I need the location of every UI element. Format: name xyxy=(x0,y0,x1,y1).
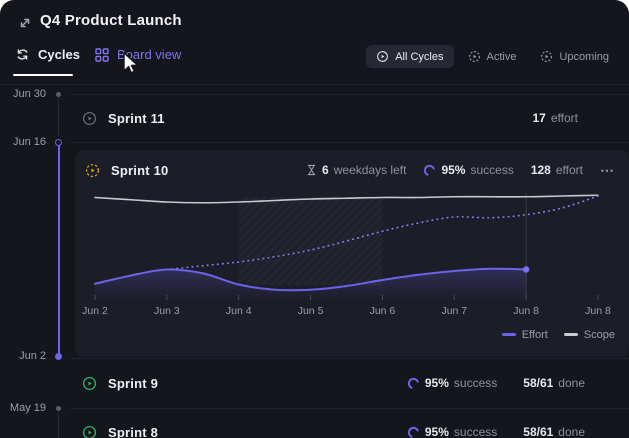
weekdays-label: weekdays left xyxy=(333,163,407,177)
board-grid-icon xyxy=(95,47,109,62)
row-divider xyxy=(70,408,629,409)
timeline-rail xyxy=(58,97,59,137)
tab-cycles[interactable]: Cycles xyxy=(15,47,80,62)
timeline-dot-gray xyxy=(56,91,61,97)
sprint-upcoming-icon xyxy=(82,111,97,125)
tab-board-view[interactable]: Board view xyxy=(95,47,181,62)
timeline-dot-purple xyxy=(55,352,62,360)
cycle-filters: All Cycles Active Upcoming xyxy=(366,45,619,68)
effort-label: effort xyxy=(555,163,583,177)
progress-arc-icon xyxy=(407,377,420,389)
row-divider xyxy=(70,94,629,95)
more-menu-icon[interactable]: ⋯ xyxy=(600,161,615,178)
effort-metric: 128 effort xyxy=(531,163,583,177)
sprint-10-header: Sprint 10 6 weekdays left 95% xyxy=(75,150,629,190)
svg-text:Jun 5: Jun 5 xyxy=(298,305,324,317)
header-divider xyxy=(0,84,629,85)
expand-icon[interactable] xyxy=(17,15,33,31)
svg-text:Jun 3: Jun 3 xyxy=(154,305,180,317)
success-label: success xyxy=(453,425,498,438)
filter-upcoming-label: Upcoming xyxy=(559,50,609,63)
sprint-name: Sprint 11 xyxy=(108,110,165,126)
effort-label: effort xyxy=(550,111,578,125)
done-label: done xyxy=(558,425,585,438)
sprint-name: Sprint 8 xyxy=(108,424,158,438)
sprint-row-9[interactable]: Sprint 9 95% success 58/61 done xyxy=(75,358,629,408)
success-metric: 95% success xyxy=(423,163,514,177)
done-metric: 58/61 done xyxy=(523,425,585,438)
timeline-date: Jun 30 xyxy=(12,88,46,100)
done-value: 58/61 xyxy=(523,425,554,438)
filter-active[interactable]: Active xyxy=(458,45,527,68)
active-tab-underline xyxy=(13,74,73,76)
row-divider xyxy=(70,142,629,143)
done-label: done xyxy=(558,376,585,390)
svg-text:Jun 2: Jun 2 xyxy=(82,305,108,317)
tab-cycles-label: Cycles xyxy=(38,47,80,62)
svg-text:Jun 7: Jun 7 xyxy=(441,305,467,317)
mouse-cursor xyxy=(123,52,139,74)
svg-text:Jun 8: Jun 8 xyxy=(513,305,539,317)
timeline-date: May 19 xyxy=(9,402,46,414)
filter-all-cycles-label: All Cycles xyxy=(395,50,444,63)
legend-effort: Effort xyxy=(501,329,548,341)
cycle-icon xyxy=(17,49,28,60)
burnup-chart: Jun 2 Jun 3 Jun 4 Jun 5 Jun 6 Jun 7 Jun 8 Jun 8 xyxy=(75,183,629,325)
done-value: 58/61 xyxy=(523,376,554,390)
hourglass-icon xyxy=(307,164,316,176)
sprint-done-icon xyxy=(82,425,97,438)
play-circle-dashed-icon xyxy=(468,51,480,62)
success-value: 95% xyxy=(424,425,449,438)
timeline-date: Jun 2 xyxy=(19,350,46,362)
timeline-dot-gray xyxy=(56,405,61,411)
sprint-done-icon xyxy=(82,376,97,390)
success-metric: 95% success xyxy=(407,425,497,438)
filter-upcoming[interactable]: Upcoming xyxy=(530,45,619,68)
filter-all-cycles[interactable]: All Cycles xyxy=(366,45,454,68)
success-label: success xyxy=(453,376,498,390)
timeline-dot-hollow-purple xyxy=(54,138,62,146)
progress-arc-icon xyxy=(424,164,436,176)
weekdays-value: 6 xyxy=(322,163,329,177)
svg-text:Jun 8: Jun 8 xyxy=(585,305,611,317)
svg-text:Jun 4: Jun 4 xyxy=(226,305,252,317)
timeline-rail xyxy=(58,410,59,438)
success-value: 95% xyxy=(441,163,466,177)
tab-board-view-label: Board view xyxy=(117,47,182,62)
effort-value: 128 xyxy=(530,163,551,177)
sprint-row-11[interactable]: Sprint 11 17 effort xyxy=(75,94,629,142)
success-metric: 95% success xyxy=(407,376,497,390)
play-circle-icon xyxy=(377,51,389,62)
svg-text:Jun 6: Jun 6 xyxy=(370,305,396,317)
play-circle-dashed-icon xyxy=(541,51,553,62)
row-divider xyxy=(70,358,629,359)
effort-value: 17 xyxy=(532,111,546,125)
sprint-active-icon xyxy=(85,163,100,177)
timeline-active-span xyxy=(57,145,60,354)
page-title: Q4 Product Launch xyxy=(40,12,182,29)
success-value: 95% xyxy=(424,376,449,390)
done-metric: 58/61 done xyxy=(523,376,585,390)
legend-scope: Scope xyxy=(563,329,615,341)
sprint-row-8[interactable]: Sprint 8 95% success 58/61 done xyxy=(75,408,629,438)
timeline-date: Jun 16 xyxy=(12,136,46,148)
sprint-name: Sprint 9 xyxy=(108,375,158,391)
filter-active-label: Active xyxy=(486,50,517,63)
chart-legend: Effort Scope xyxy=(501,329,615,341)
sprint-name: Sprint 10 xyxy=(111,162,169,178)
weekdays-left: 6 weekdays left xyxy=(306,163,406,177)
sprint-10-card[interactable]: Sprint 10 6 weekdays left 95% xyxy=(75,150,629,357)
progress-arc-icon xyxy=(407,426,420,438)
success-label: success xyxy=(470,163,514,177)
